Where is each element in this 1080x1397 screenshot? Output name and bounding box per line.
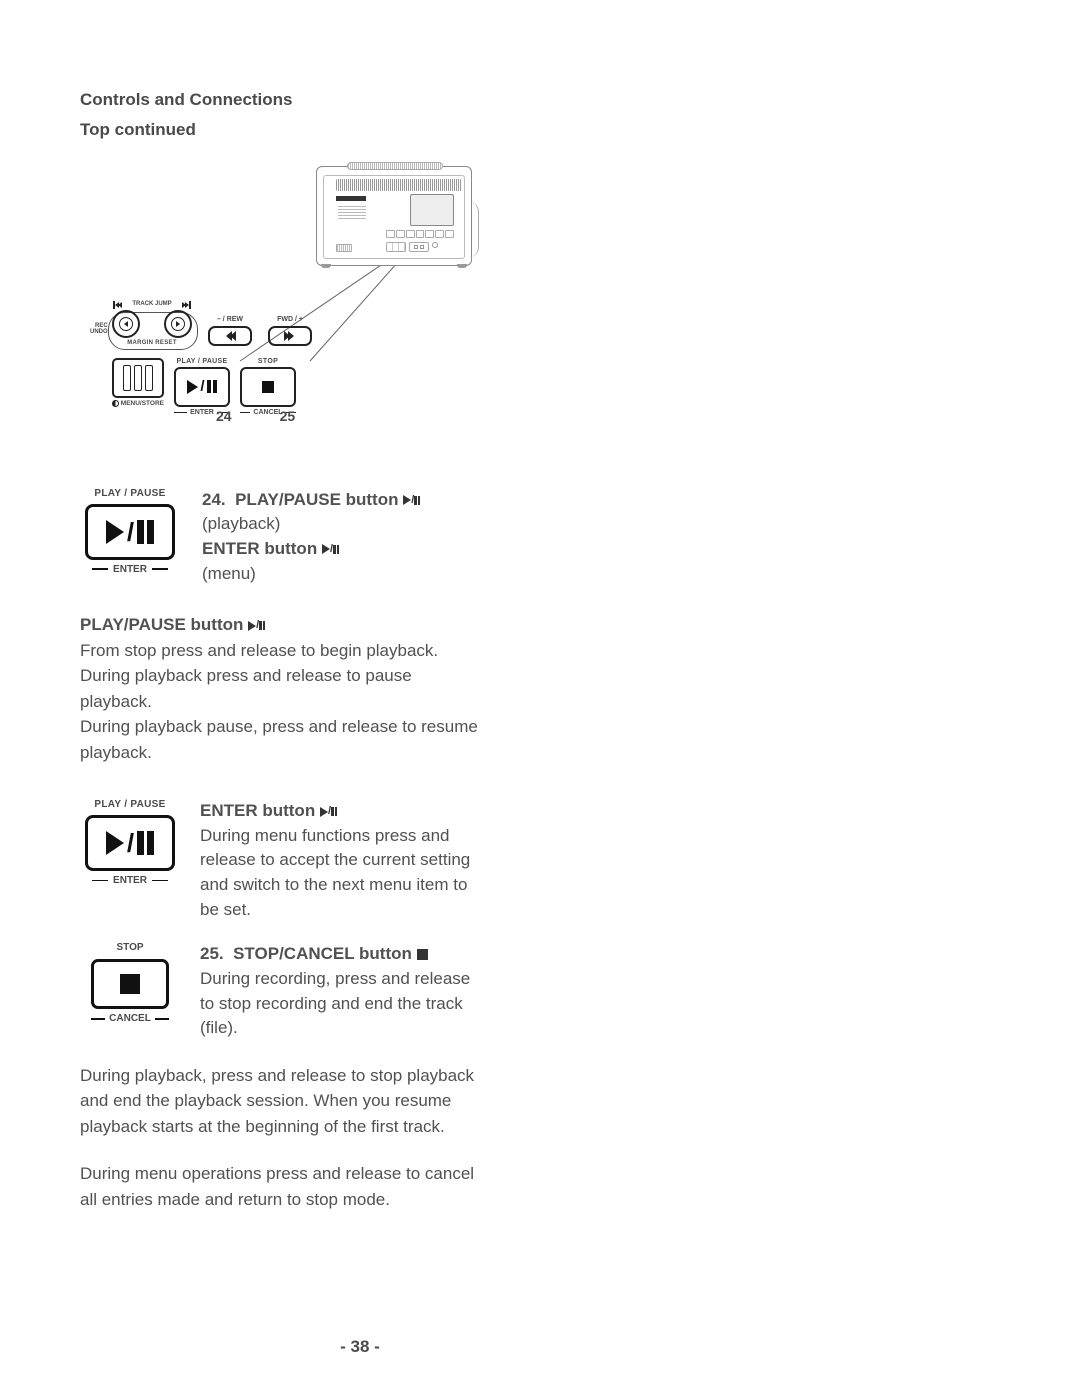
stop-playback-para: During playback, press and release to st… (80, 1063, 480, 1140)
margin-reset-label: MARGIN RESET (112, 340, 192, 346)
entry-25-body1: During recording, press and release to s… (200, 969, 470, 1037)
big-pp-top-label-2: PLAY / PAUSE (80, 799, 180, 810)
section-title: Controls and Connections (80, 88, 480, 112)
enter-description-block: PLAY / PAUSE / ENTER ENTER button / Duri… (80, 799, 480, 922)
control-panel-detail: REC UNDO TRACK JUMP MARGIN RESET – / REW (112, 301, 372, 416)
rew-group: – / REW (208, 316, 252, 346)
section-subtitle: Top continued (80, 118, 480, 142)
enter-desc-body: During menu functions press and release … (200, 826, 470, 919)
io-dot-icon (112, 400, 119, 407)
stop-top-label: STOP (240, 358, 296, 365)
enter-label: ENTER (190, 409, 214, 416)
rec-undo-label: REC UNDO (90, 323, 108, 336)
enter-heading-inline: ENTER button (202, 539, 317, 558)
play-pause-inline-icon-4: / (320, 806, 337, 817)
rew-button-icon (208, 326, 252, 346)
page-number: - 38 - (80, 1337, 640, 1357)
device-icon (316, 166, 472, 266)
fwd-group: FWD / + (268, 316, 312, 346)
enter-desc-heading: ENTER button (200, 801, 315, 820)
track-fwd-button-icon (164, 310, 192, 338)
entry-24-text: 24. PLAY/PAUSE button / (playback) ENTER… (202, 488, 480, 587)
callout-24: 24 (216, 408, 232, 424)
rew-label: – / REW (208, 316, 252, 323)
play-pause-inline-icon-3: / (248, 620, 265, 631)
play-pause-inline-icon-2: / (322, 544, 339, 555)
device-diagram: REC UNDO TRACK JUMP MARGIN RESET – / REW (80, 166, 480, 456)
play-pause-top-label: PLAY / PAUSE (174, 358, 230, 365)
big-pp-bottom-label: ENTER (113, 564, 147, 575)
menu-store-group: MENU/STORE (112, 358, 164, 407)
entry-24-heading: PLAY/PAUSE button (235, 490, 398, 509)
enter-menu-suffix: (menu) (202, 564, 256, 583)
callout-numbers: 24 25 (216, 408, 295, 424)
pp-desc-body: From stop press and release to begin pla… (80, 641, 478, 762)
stop-inline-icon (417, 949, 428, 960)
entry-24-num: 24. (202, 490, 226, 509)
big-pp-top-label: PLAY / PAUSE (80, 488, 180, 499)
skip-back-icon (113, 301, 122, 309)
stop-button-icon (240, 367, 296, 407)
track-back-button-icon (112, 310, 140, 338)
fwd-button-icon (268, 326, 312, 346)
entry-25-block: STOP CANCEL 25. STOP/CANCEL button Durin… (80, 942, 480, 1041)
entry-24-playback-suffix: (playback) (202, 514, 280, 533)
menu-store-label: MENU/STORE (121, 400, 164, 407)
stop-big-icon: STOP CANCEL (80, 942, 180, 1024)
entry-25-num: 25. (200, 944, 224, 963)
fwd-label: FWD / + (268, 316, 312, 323)
entry-24-block: PLAY / PAUSE / ENTER 24. PLAY/PAUSE butt… (80, 488, 480, 587)
io-button-icon (112, 358, 164, 398)
big-stop-top-label: STOP (80, 942, 180, 953)
pp-desc-heading: PLAY/PAUSE button (80, 615, 243, 634)
track-jump-label: TRACK JUMP (132, 301, 171, 309)
big-pp-bottom-label-2: ENTER (113, 875, 147, 886)
entry-25-heading: STOP/CANCEL button (233, 944, 412, 963)
manual-page: Controls and Connections Top continued (0, 0, 560, 1252)
play-pause-button-icon: / (174, 367, 230, 407)
track-jump-group: REC UNDO TRACK JUMP MARGIN RESET (112, 301, 192, 346)
play-pause-description: PLAY/PAUSE button / From stop press and … (80, 612, 480, 765)
skip-fwd-icon (182, 301, 191, 309)
callout-25: 25 (280, 408, 296, 424)
play-pause-big-icon-2: PLAY / PAUSE / ENTER (80, 799, 180, 886)
big-stop-bottom-label: CANCEL (109, 1013, 151, 1024)
play-pause-big-icon: PLAY / PAUSE / ENTER (80, 488, 180, 575)
play-pause-inline-icon: / (403, 495, 420, 506)
stop-menu-para: During menu operations press and release… (80, 1161, 480, 1212)
